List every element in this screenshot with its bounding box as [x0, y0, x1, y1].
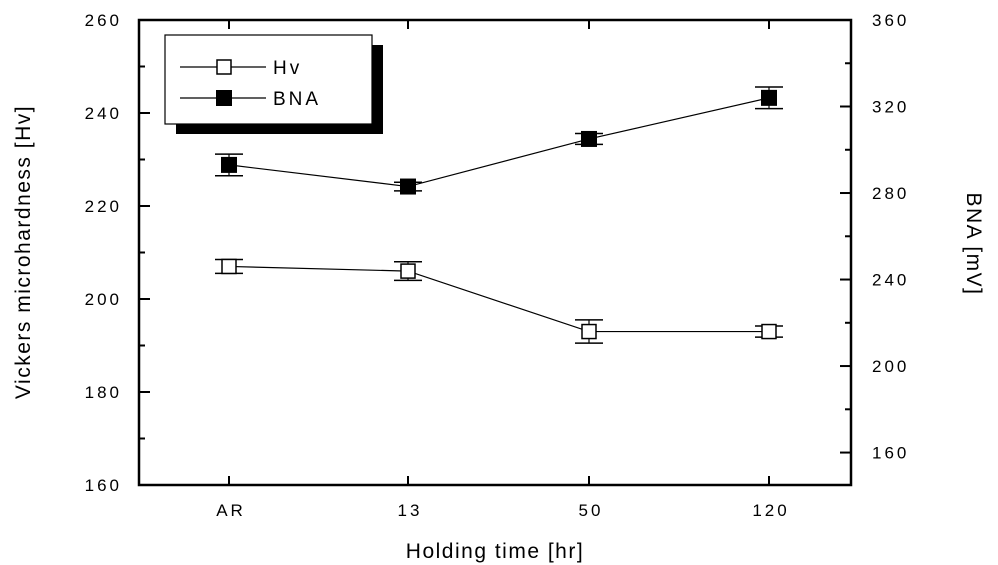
bna-data-point [221, 156, 237, 173]
left-y-tick-label: 260 [85, 11, 122, 30]
x-tick-label: AR [216, 501, 246, 520]
legend-box [164, 34, 373, 125]
left-y-tick-label: 220 [85, 197, 122, 216]
hv-data-point [761, 323, 777, 340]
right-y-tick-label: 320 [872, 98, 909, 117]
axis-ticks [139, 19, 851, 486]
right-y-tick-label: 280 [872, 184, 909, 203]
legend-bna-label: BNA [273, 89, 321, 110]
right-y-axis-title: BNA [mV] [962, 192, 985, 295]
bna-series-line [228, 97, 770, 188]
legend: Hv BNA [164, 34, 383, 134]
hv-series-line [228, 265, 769, 333]
right-y-tick-labels: 160 200 240 280 320 360 [872, 11, 909, 463]
series-layer [215, 86, 783, 344]
x-tick-label: 120 [752, 501, 789, 520]
bna-data-point [581, 130, 597, 147]
left-y-tick-label: 160 [85, 476, 122, 495]
left-y-tick-label: 240 [85, 104, 122, 123]
hv-data-point [400, 263, 416, 279]
bna-data-point [400, 178, 416, 195]
legend-hv-marker [216, 59, 232, 75]
x-axis-title: Holding time [hr] [406, 540, 584, 563]
x-tick-label: 13 [398, 501, 423, 520]
x-tick-label: 50 [579, 501, 604, 520]
legend-bna-marker [216, 90, 232, 106]
x-tick-labels: AR 13 50 120 [216, 501, 789, 520]
right-y-tick-label: 240 [872, 271, 909, 290]
left-y-tick-labels: 160 180 200 220 240 260 [85, 11, 122, 495]
left-y-tick-label: 200 [85, 290, 122, 309]
left-y-axis-title: Vickers microhardness [Hv] [12, 105, 35, 399]
legend-hv-label: Hv [273, 58, 302, 79]
hv-data-point [581, 323, 597, 340]
right-y-tick-label: 160 [872, 444, 909, 463]
bna-data-point [761, 89, 777, 106]
right-y-tick-label: 360 [872, 11, 909, 30]
left-y-tick-label: 180 [85, 383, 122, 402]
right-y-tick-label: 200 [872, 357, 909, 376]
hv-data-point [221, 258, 237, 275]
